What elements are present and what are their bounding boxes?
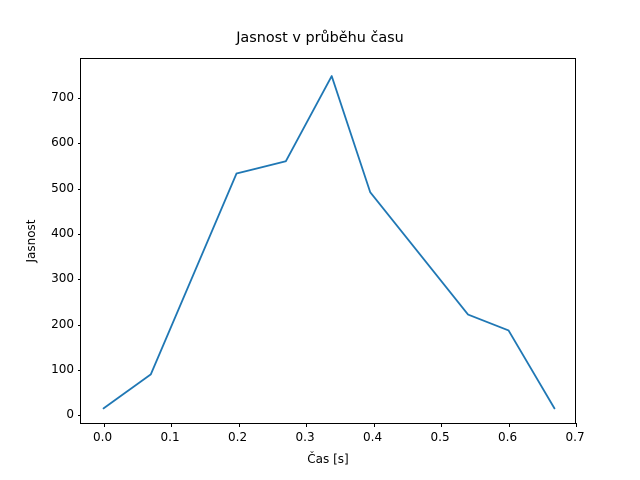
y-tick-label: 600 (51, 135, 74, 150)
x-tick-mark (576, 423, 578, 427)
y-tick-mark (77, 279, 81, 281)
y-tick-label: 500 (51, 180, 74, 195)
y-tick-mark (77, 233, 81, 235)
y-tick-mark (77, 188, 81, 190)
y-tick-mark (77, 97, 81, 99)
x-tick-mark (441, 423, 443, 427)
x-tick-label: 0.4 (363, 430, 383, 444)
y-tick-label: 100 (51, 361, 74, 376)
y-tick-mark (77, 369, 81, 371)
x-tick-labels: 0.0 0.1 0.2 0.3 0.4 0.5 0.6 0.7 (80, 430, 585, 445)
x-axis-label: Čas [s] (307, 452, 349, 466)
x-tick-label: 0.7 (565, 430, 585, 444)
brightness-data-line (102, 75, 556, 410)
x-tick-mark (508, 423, 510, 427)
y-tick-label: 0 (66, 407, 74, 422)
x-tick-mark (238, 423, 240, 427)
line-plot-svg (102, 75, 556, 410)
chart-title: Jasnost v průběhu času (236, 30, 404, 46)
y-tick-mark (77, 324, 81, 326)
x-tick-label: 0.1 (160, 430, 180, 444)
y-tick-label: 400 (51, 225, 74, 240)
x-tick-label: 0.6 (498, 430, 518, 444)
x-tick-label: 0.0 (93, 430, 113, 444)
x-tick-mark (306, 423, 308, 427)
y-tick-labels: 0 100 200 300 400 500 600 700 (0, 58, 640, 424)
y-axis-label: Jasnost (24, 219, 38, 263)
y-tick-label: 300 (51, 271, 74, 286)
plot-axes-frame (77, 58, 578, 427)
x-tick-label: 0.2 (228, 430, 248, 444)
x-tick-mark (103, 423, 105, 427)
y-tick-label: 200 (51, 316, 74, 331)
x-tick-mark (373, 423, 375, 427)
y-tick-label: 700 (51, 89, 74, 104)
y-tick-mark (77, 415, 81, 417)
y-tick-mark (77, 143, 81, 145)
x-tick-label: 0.3 (295, 430, 315, 444)
x-tick-label: 0.5 (430, 430, 450, 444)
x-tick-mark (171, 423, 173, 427)
